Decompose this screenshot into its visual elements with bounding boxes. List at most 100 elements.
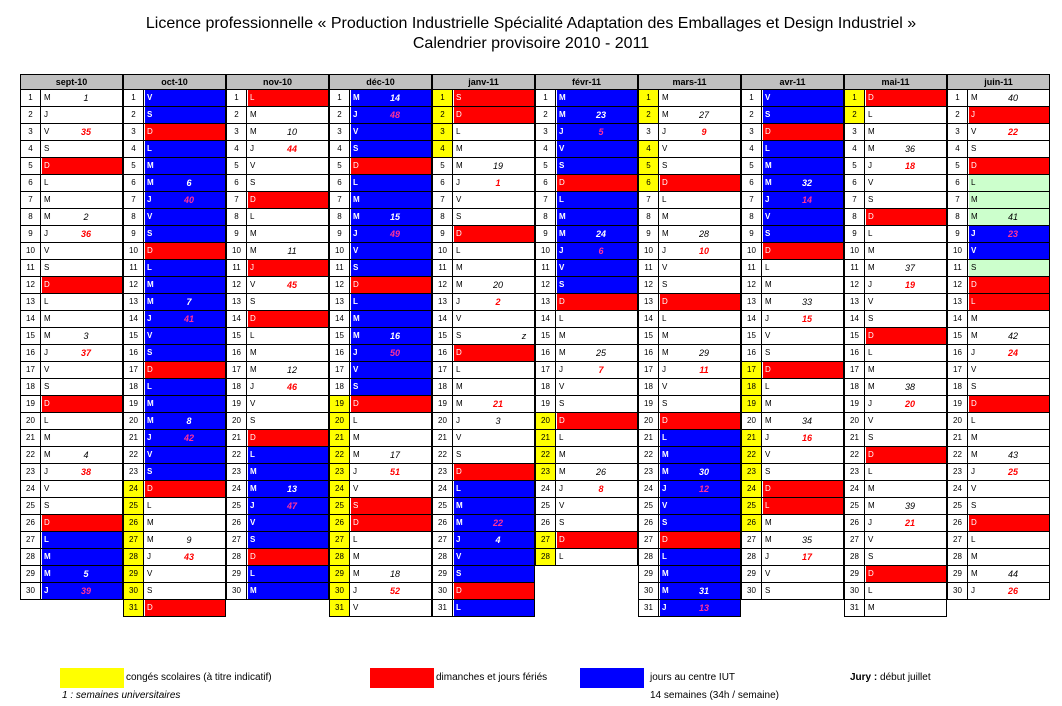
week-number: 28 (698, 229, 709, 239)
day-letter: J (44, 348, 48, 357)
week-number: 5 (598, 127, 604, 137)
day-cell (763, 209, 843, 225)
week-number: 16 (801, 433, 812, 443)
day-cell (145, 175, 225, 191)
day-letter: M (559, 467, 566, 476)
day-cell (557, 107, 637, 123)
day-row: 15 D (845, 328, 946, 345)
week-number: 17 (389, 450, 400, 460)
day-row: 26 M 22 (433, 515, 534, 532)
day-letter: S (456, 450, 462, 459)
day-row: 10 D (742, 243, 843, 260)
day-number: 5 (948, 158, 968, 174)
day-row: 29 M 44 (948, 566, 1049, 583)
day-letter: D (456, 110, 462, 119)
day-number: 26 (845, 515, 865, 531)
day-row: 3 V 35 (21, 124, 122, 141)
day-letter: J (353, 586, 357, 595)
day-number: 16 (330, 345, 350, 361)
day-letter: S (353, 263, 359, 272)
day-row: 16 D (433, 345, 534, 362)
day-letter: J (765, 314, 769, 323)
day-letter: D (765, 246, 771, 255)
day-row: 30 M (227, 583, 328, 600)
week-number: 37 (80, 348, 91, 358)
week-number: 11 (287, 246, 297, 256)
day-number: 26 (536, 515, 556, 531)
day-letter: V (868, 178, 874, 187)
day-row: 31 V (330, 600, 431, 617)
day-cell (145, 107, 225, 123)
day-number: 26 (330, 515, 350, 531)
day-number: 24 (536, 481, 556, 497)
day-number: 1 (948, 90, 968, 106)
day-cell (660, 464, 740, 480)
day-row: 31 J 13 (639, 600, 740, 617)
day-letter: S (662, 280, 668, 289)
day-letter: M (44, 195, 51, 204)
day-letter: V (765, 212, 771, 221)
day-letter: D (353, 518, 359, 527)
day-number: 23 (227, 464, 247, 480)
day-number: 17 (124, 362, 144, 378)
day-letter: S (250, 297, 256, 306)
day-row: 5 M 19 (433, 158, 534, 175)
day-cell (351, 141, 431, 157)
month-column: 1 M 2 M 23 3 J 5 4 V 5 S 6 D 7 L 8 M 9 M 24 10 J 6 11 V 12 S 13 D 14 L 1… (535, 90, 638, 566)
day-row: 17 J 7 (536, 362, 637, 379)
day-letter: L (765, 144, 770, 153)
week-number: 2 (83, 212, 89, 222)
day-number: 12 (948, 277, 968, 293)
day-number: 19 (639, 396, 659, 412)
day-number: 23 (536, 464, 556, 480)
day-cell (145, 481, 225, 497)
day-row: 24 L (433, 481, 534, 498)
day-row: 22 M 43 (948, 447, 1049, 464)
day-cell (557, 192, 637, 208)
day-row: 10 V (948, 243, 1049, 260)
day-number: 1 (124, 90, 144, 106)
day-number: 20 (639, 413, 659, 429)
month-column: 1 M 2 M 27 3 J 9 4 V 5 S 6 D 7 L 8 M 9 M 28 10 J 10 11 V 12 S 13 D 14 L… (638, 90, 741, 617)
day-row: 14 L (639, 311, 740, 328)
day-cell (866, 447, 946, 463)
day-letter: M (353, 569, 360, 578)
day-number: 22 (742, 447, 762, 463)
day-row: 13 D (639, 294, 740, 311)
day-cell (557, 413, 637, 429)
day-letter: M (765, 518, 772, 527)
day-row: 16 M 29 (639, 345, 740, 362)
day-letter: M (662, 212, 669, 221)
day-number: 31 (330, 600, 350, 616)
day-letter: D (44, 280, 50, 289)
day-letter: L (971, 535, 976, 544)
day-row: 6 M 32 (742, 175, 843, 192)
day-row: 7 J 14 (742, 192, 843, 209)
day-letter: S (250, 178, 256, 187)
day-number: 25 (330, 498, 350, 514)
day-row: 16 L (845, 345, 946, 362)
week-number: 21 (492, 399, 503, 409)
day-cell (660, 413, 740, 429)
day-row: 10 J 6 (536, 243, 637, 260)
day-cell (145, 192, 225, 208)
day-letter: M (868, 484, 875, 493)
day-number: 15 (21, 328, 41, 344)
day-number: 13 (330, 294, 350, 310)
day-row: 10 L (433, 243, 534, 260)
day-letter: S (456, 569, 462, 578)
day-row: 16 M (227, 345, 328, 362)
day-row: 26 S (536, 515, 637, 532)
day-number: 27 (742, 532, 762, 548)
day-letter: D (971, 280, 977, 289)
day-number: 5 (742, 158, 762, 174)
